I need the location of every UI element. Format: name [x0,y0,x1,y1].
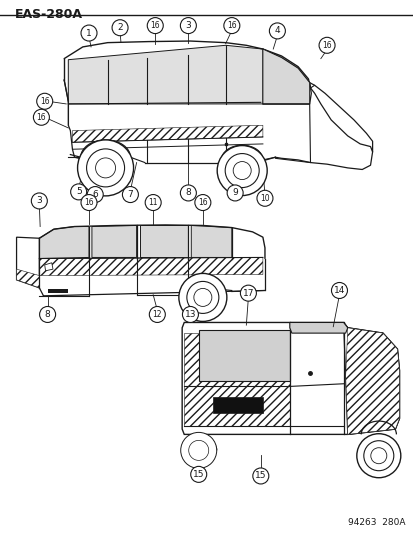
Circle shape [77,140,133,196]
Polygon shape [184,333,289,426]
Circle shape [269,23,285,39]
Polygon shape [343,322,399,434]
Text: 11: 11 [148,198,157,207]
Text: 16: 16 [197,198,207,207]
Circle shape [86,149,124,187]
Circle shape [356,434,400,478]
Circle shape [240,285,256,301]
Polygon shape [198,330,289,381]
Circle shape [31,193,47,209]
Circle shape [193,288,211,306]
Circle shape [180,18,196,34]
Text: 94263  280A: 94263 280A [348,518,405,527]
Circle shape [33,109,49,125]
Text: 16: 16 [150,21,160,30]
Circle shape [318,37,334,53]
Circle shape [331,282,347,298]
Circle shape [252,468,268,484]
Circle shape [40,306,55,322]
Text: 16: 16 [321,41,331,50]
Text: 16: 16 [226,21,236,30]
Polygon shape [289,322,347,333]
Text: 13: 13 [184,310,196,319]
Text: 17: 17 [242,289,254,297]
Circle shape [190,466,206,482]
Circle shape [223,18,239,34]
Circle shape [256,190,272,206]
Circle shape [180,185,196,201]
Circle shape [217,146,266,196]
Circle shape [112,20,128,36]
Circle shape [149,306,165,322]
Circle shape [233,161,251,180]
Circle shape [188,440,208,461]
Text: 9: 9 [232,189,237,197]
Text: 10: 10 [259,194,269,203]
Circle shape [180,432,216,469]
Circle shape [363,441,393,471]
Text: 8: 8 [185,189,191,197]
Text: 14: 14 [333,286,344,295]
Polygon shape [39,257,262,276]
Text: 5: 5 [76,188,81,196]
Text: 3: 3 [185,21,191,30]
Polygon shape [17,237,39,288]
Circle shape [95,158,115,178]
Circle shape [81,195,97,211]
Polygon shape [17,269,39,288]
Text: 7: 7 [127,190,133,199]
Text: 15: 15 [254,472,266,480]
Circle shape [178,273,226,321]
Text: 6: 6 [92,190,98,199]
Bar [213,397,263,413]
Circle shape [71,184,86,200]
Text: 4: 4 [274,27,280,35]
Circle shape [225,154,259,188]
Circle shape [370,448,386,464]
Circle shape [37,93,52,109]
Text: 8: 8 [45,310,50,319]
Circle shape [81,25,97,41]
Polygon shape [68,45,262,104]
Circle shape [186,281,218,313]
Circle shape [195,195,210,211]
Polygon shape [39,227,89,259]
Text: EAS-280A: EAS-280A [15,8,83,21]
Text: 1: 1 [86,29,92,37]
Circle shape [145,195,161,211]
Polygon shape [45,263,53,271]
Text: 3: 3 [36,197,42,205]
Polygon shape [92,225,136,257]
Text: 2: 2 [117,23,123,32]
Polygon shape [262,49,309,104]
Polygon shape [182,322,399,434]
Polygon shape [191,225,231,257]
Polygon shape [139,225,188,257]
Polygon shape [72,125,262,142]
Circle shape [87,187,103,203]
Bar [47,289,67,293]
Text: 16: 16 [36,113,46,122]
Circle shape [227,185,242,201]
Circle shape [147,18,163,34]
Text: 12: 12 [152,310,161,319]
Polygon shape [345,328,399,434]
Text: 16: 16 [40,97,50,106]
Text: 16: 16 [84,198,94,207]
Circle shape [122,187,138,203]
Circle shape [182,306,198,322]
Text: 15: 15 [192,470,204,479]
